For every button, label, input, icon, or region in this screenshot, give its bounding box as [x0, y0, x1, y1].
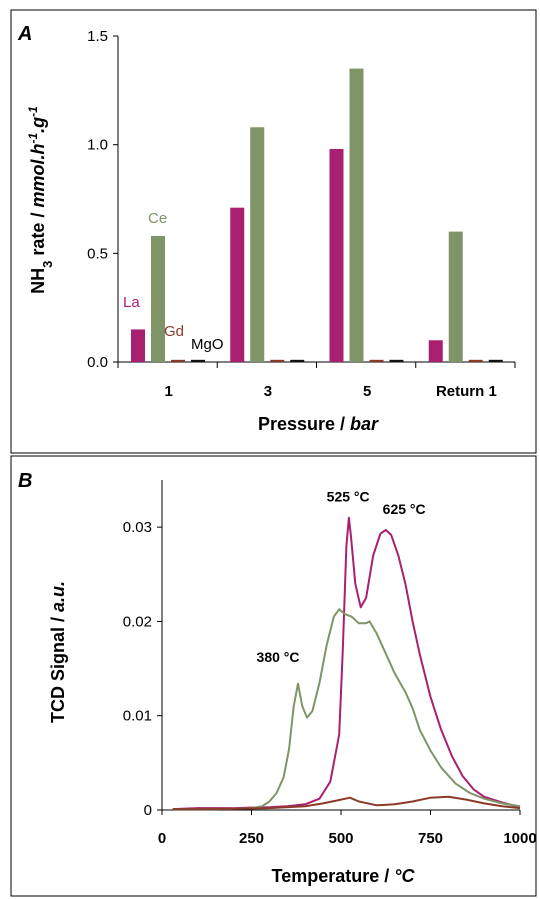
b-x-tick-label: 0 [158, 830, 166, 847]
bar-ce-1 [151, 235, 165, 362]
a-category-label: Return 1 [436, 383, 497, 400]
panel-a-y-title-pre: NH [28, 268, 48, 294]
panel-a-x-title-sep: / [335, 414, 350, 434]
series-label-la: La [123, 294, 140, 311]
panel-b-y-title-sep: / [48, 612, 68, 627]
panel-b-x-title-sep: / [379, 866, 394, 886]
panel-a-y-title-sup1: -1 [26, 133, 40, 144]
b-x-tick-label: 250 [239, 830, 264, 847]
b-y-tick-label: 0.01 [123, 708, 152, 725]
panel-b-lines [172, 516, 521, 811]
b-x-tick-label: 500 [328, 830, 353, 847]
panel-a-y-title-mid: rate / [28, 208, 48, 261]
a-y-tick-label: 0.5 [87, 245, 108, 262]
peak-annotation: 525 °C [327, 489, 370, 505]
series-label-ce: Ce [148, 210, 167, 227]
bar-mgo-3 [290, 359, 305, 362]
panel-a-x-title-unit: bar [350, 414, 379, 434]
line-series-1 [172, 516, 521, 811]
panel-b-x-title-main: Temperature [272, 866, 380, 886]
panel-b-x-ticks: 0 250 500 750 1000 [158, 810, 537, 847]
bar-ce-5 [349, 68, 364, 362]
bar-ce-return-1 [448, 231, 463, 362]
panel-a-series-labels: La Ce Gd MgO [123, 210, 224, 353]
panel-b-frame [10, 455, 537, 897]
bar-gd-3 [270, 359, 285, 362]
panel-b-x-title-unit: °C [394, 866, 415, 886]
panel-b-x-title: Temperature / °C [272, 866, 416, 886]
panel-a-x-title-main: Pressure [258, 414, 335, 434]
panel-a-y-title-unit-a: mmol.h [28, 144, 48, 208]
panel-a-x-title: Pressure / bar [258, 414, 379, 434]
a-category-label: 5 [363, 383, 371, 400]
a-category-label: 1 [164, 383, 172, 400]
peak-annotation: 380 °C [257, 649, 300, 665]
bar-ce-3 [250, 127, 265, 362]
panel-a-y-title-unit-b: .g [28, 117, 48, 133]
peak-annotation: 625 °C [383, 501, 426, 517]
a-y-tick-label: 0.0 [87, 354, 108, 371]
panel-b-y-ticks: 0 0.01 0.02 0.03 [123, 519, 162, 819]
b-y-tick-label: 0 [144, 802, 152, 819]
b-y-tick-label: 0.02 [123, 613, 152, 630]
panel-a-label: A [17, 23, 32, 45]
panel-b-label: B [18, 470, 32, 492]
panel-a-y-title-sub: 3 [40, 261, 55, 268]
a-category-label: 3 [264, 383, 272, 400]
a-y-tick-label: 1.0 [87, 137, 108, 154]
line-series-2 [172, 608, 521, 811]
b-y-tick-label: 0.03 [123, 519, 152, 536]
panel-a-x-ticks: 1 3 5 Return 1 [117, 362, 516, 400]
series-label-mgo: MgO [191, 336, 224, 353]
bar-la-return-1 [428, 340, 443, 362]
bar-mgo-return-1 [488, 359, 503, 362]
bar-la-5 [329, 149, 344, 362]
b-x-tick-label: 1000 [503, 830, 536, 847]
panel-b-y-title-main: TCD Signal [48, 627, 68, 723]
panel-a-frame [10, 9, 537, 454]
series-label-gd: Gd [164, 323, 184, 340]
bar-gd-5 [369, 359, 384, 362]
bar-mgo-1 [191, 359, 205, 362]
panel-a-y-ticks: 0.0 0.5 1.0 1.5 [87, 28, 118, 371]
panel-b-y-title: TCD Signal / a.u. [48, 581, 68, 723]
panel-a-y-title: NH3 rate / mmol.h-1.g-1 [26, 106, 55, 294]
a-y-tick-label: 1.5 [87, 28, 108, 45]
bar-la-3 [230, 207, 245, 362]
panel-a-bars [131, 68, 503, 362]
panel-b-y-title-unit: a.u. [48, 581, 68, 612]
bar-gd-1 [171, 359, 185, 362]
panel-a-y-title-sup2: -1 [26, 106, 40, 117]
bar-la-1 [131, 329, 145, 362]
line-series-3 [172, 795, 521, 811]
b-x-tick-label: 750 [418, 830, 443, 847]
panel-b-annotations: 380 °C 525 °C 625 °C [257, 489, 426, 665]
bar-mgo-5 [389, 359, 404, 362]
bar-gd-return-1 [468, 359, 483, 362]
